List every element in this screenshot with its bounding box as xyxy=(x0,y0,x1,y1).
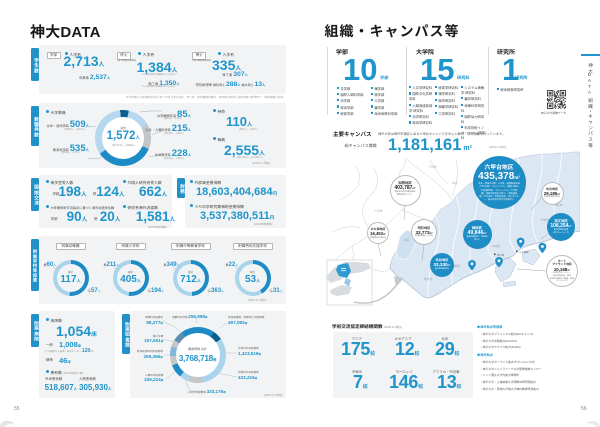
svg-text:三田市: 三田市 xyxy=(428,165,437,169)
svg-text:芦屋市: 芦屋市 xyxy=(541,218,550,222)
svg-text:北区: 北区 xyxy=(452,181,458,185)
svg-text:垂水区: 垂水区 xyxy=(424,277,433,281)
svg-text:中央区: 中央区 xyxy=(492,244,501,248)
svg-text:三ノ宮駅: 三ノ宮駅 xyxy=(519,251,529,254)
svg-text:須磨区: 須磨区 xyxy=(452,264,461,268)
svg-text:神戸駅: 神戸駅 xyxy=(497,254,505,257)
svg-text:三木市: 三木市 xyxy=(374,209,383,213)
svg-text:西宮市: 西宮市 xyxy=(554,203,563,207)
svg-text:西区: 西区 xyxy=(404,238,410,242)
